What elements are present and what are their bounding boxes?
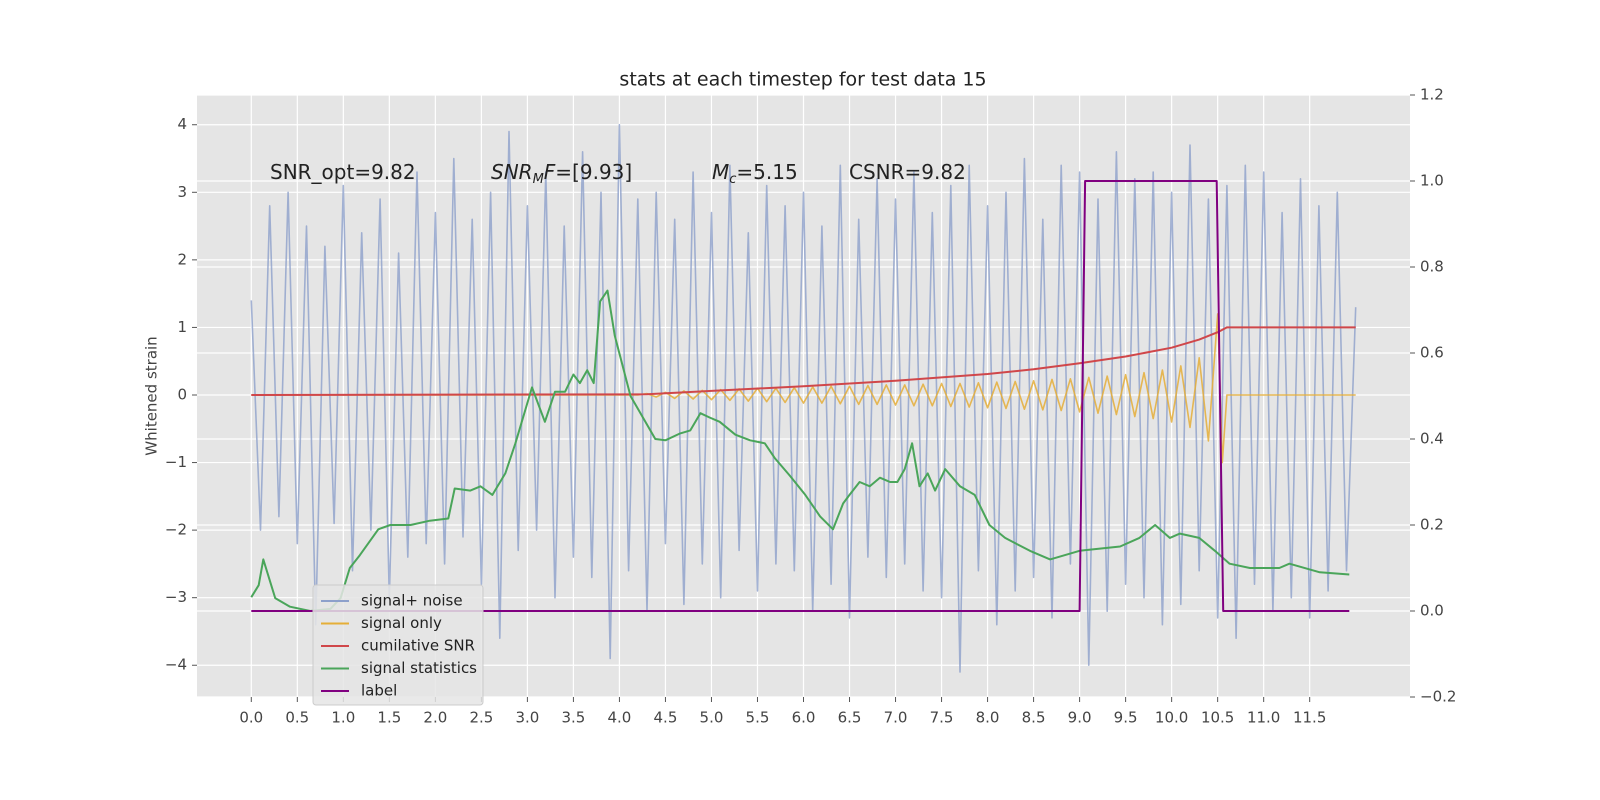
annotation: CSNR=9.82 <box>849 160 966 184</box>
x-tick-label: 2.0 <box>423 709 447 727</box>
series-line <box>251 313 1356 464</box>
x-tick-label: 9.5 <box>1114 709 1138 727</box>
annotation-part: F <box>544 160 556 184</box>
annotation-part: M <box>533 172 544 187</box>
legend-box <box>312 584 484 706</box>
annotation-part: =[9.93] <box>555 160 632 184</box>
series-line <box>250 289 1350 612</box>
annotation: SNR_opt=9.82 <box>270 160 416 184</box>
x-tick-label: 5.0 <box>700 709 724 727</box>
x-tick-label: 11.0 <box>1247 709 1280 727</box>
x-tick-label: 8.5 <box>1022 709 1046 727</box>
x-tick-label: 1.0 <box>331 709 355 727</box>
y2-tick-label: 0.6 <box>1420 344 1444 362</box>
annotation-part: c <box>729 172 736 187</box>
x-tick-label: 9.0 <box>1068 709 1092 727</box>
y-tick-label: 3 <box>177 183 187 201</box>
x-tick-label: 6.5 <box>838 709 862 727</box>
x-tick-label: 2.5 <box>469 709 493 727</box>
x-tick-label: 10.0 <box>1155 709 1188 727</box>
y-tick-label: 1 <box>177 318 187 336</box>
x-tick-label: 0.5 <box>285 709 309 727</box>
y-tick-label: −2 <box>165 521 187 539</box>
legend-label: signal statistics <box>361 659 477 677</box>
series-line <box>251 180 1350 612</box>
annotation-part: M <box>712 160 729 184</box>
x-tick-label: 0.0 <box>239 709 263 727</box>
y2-tick-label: 1.2 <box>1420 86 1444 104</box>
legend-label: label <box>361 682 397 700</box>
x-tick-label: 4.5 <box>654 709 678 727</box>
legend-label: signal only <box>361 614 442 632</box>
x-tick-label: 3.0 <box>515 709 539 727</box>
x-tick-label: 7.5 <box>930 709 954 727</box>
y-tick-label: −1 <box>165 453 187 471</box>
x-tick-label: 10.5 <box>1201 709 1234 727</box>
y2-tick-label: 0.4 <box>1420 430 1444 448</box>
legend-label: cumilative SNR <box>361 637 475 655</box>
y2-tick-label: 0.0 <box>1420 602 1444 620</box>
x-tick-label: 8.0 <box>976 709 1000 727</box>
series-line <box>251 326 1356 396</box>
x-tick-label: 4.0 <box>608 709 632 727</box>
x-tick-label: 1.5 <box>377 709 401 727</box>
x-tick-label: 7.0 <box>884 709 908 727</box>
x-tick-label: 3.5 <box>561 709 585 727</box>
annotation-part: CSNR=9.82 <box>849 160 966 184</box>
y-tick-label: 0 <box>177 385 187 403</box>
annotation: Mc=5.15 <box>712 160 798 187</box>
y-tick-label: 4 <box>177 115 187 133</box>
y-tick-label: −4 <box>165 656 187 674</box>
x-tick-label: 6.0 <box>792 709 816 727</box>
marks <box>250 123 1357 673</box>
annotation-part: SNR_opt=9.82 <box>270 160 416 184</box>
x-tick-label: 11.5 <box>1293 709 1326 727</box>
series-line <box>250 123 1357 673</box>
y2-tick-label: −0.2 <box>1420 688 1456 706</box>
y-axis-label: Whitened strain <box>143 336 161 455</box>
legend-label: signal+ noise <box>361 592 463 610</box>
chart-title: stats at each timestep for test data 15 <box>619 69 986 91</box>
y-tick-label: 2 <box>177 250 187 268</box>
y2-tick-label: 1.0 <box>1420 172 1444 190</box>
y-tick-label: −3 <box>165 588 187 606</box>
annotation-part: =5.15 <box>736 160 797 184</box>
x-tick-label: 5.5 <box>746 709 770 727</box>
annotation-part: SNR <box>491 160 533 184</box>
y2-tick-label: 0.2 <box>1420 516 1444 534</box>
y2-tick-label: 0.8 <box>1420 258 1444 276</box>
annotation: SNRMF=[9.93] <box>491 160 632 187</box>
